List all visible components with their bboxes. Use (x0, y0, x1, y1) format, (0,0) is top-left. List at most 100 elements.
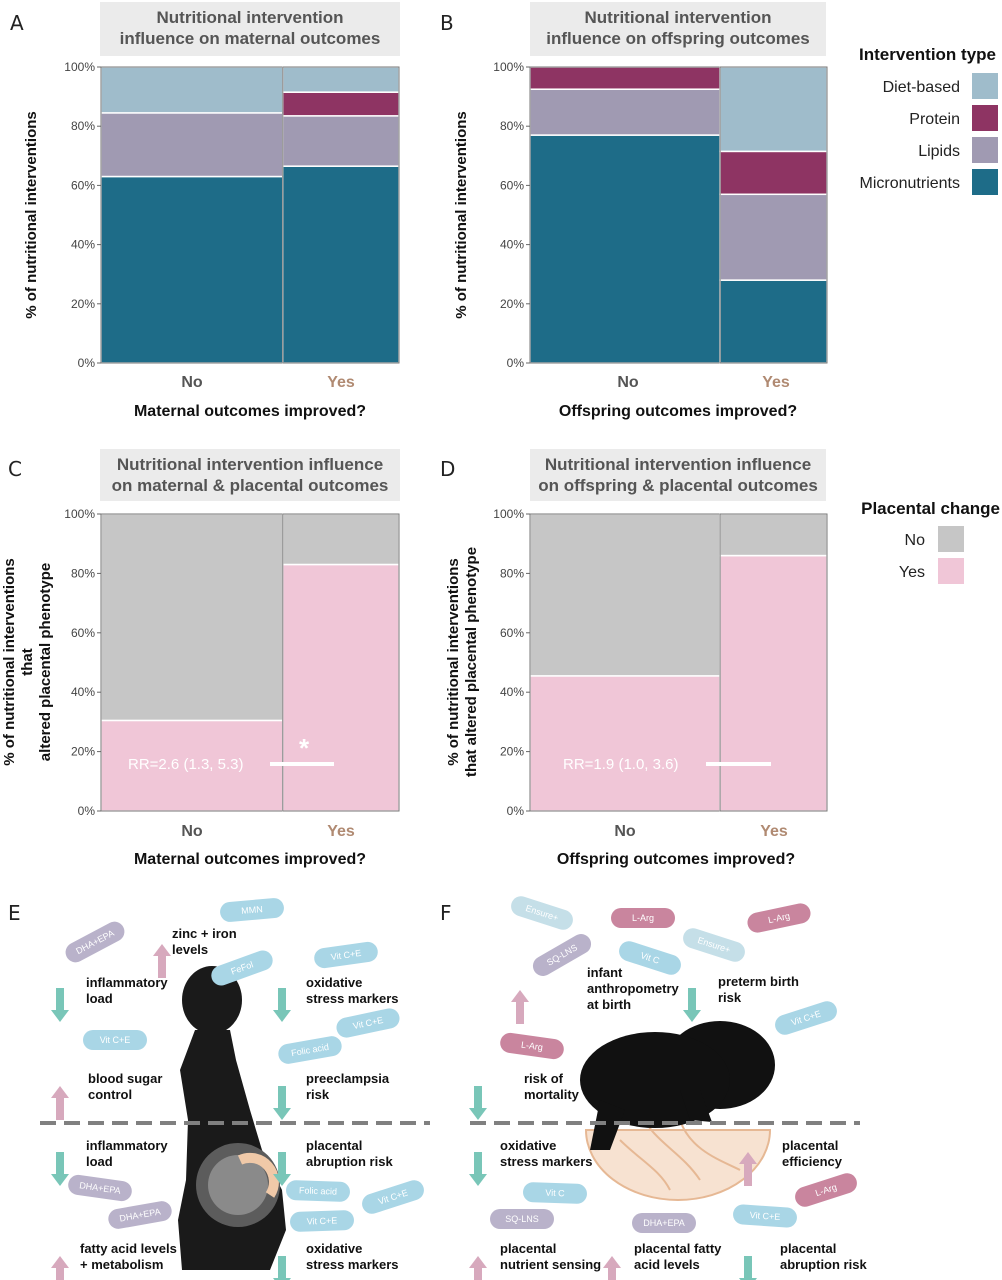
supplement-pill-shape (314, 941, 378, 969)
supplement-pill-shape (611, 908, 675, 928)
effect-label: control (88, 1087, 132, 1102)
panel-b-bar-no-lipids (529, 88, 721, 136)
panel-c-y-tick-label: 100% (64, 507, 95, 521)
arrow-down-icon (273, 988, 291, 1022)
effect-label: stress markers (306, 1257, 399, 1272)
panel-b-category-no: No (617, 374, 639, 391)
panel-a-y-ticks: 0% 20% 40% 60% 80% 100% (64, 60, 101, 370)
supplement-pill: Vit C+E (83, 1030, 147, 1050)
supplement-pill: Vit C+E (733, 1204, 797, 1228)
panel-a-category-yes: Yes (327, 374, 355, 391)
panel-a-title-line-2: influence on maternal outcomes (120, 29, 381, 48)
panel-d-y-tick-label: 80% (500, 566, 524, 580)
panel-b-y-ticks: 0% 20% 40% 60% 80% 100% (493, 60, 530, 370)
panel-c-y-label-line-2: that (19, 648, 36, 676)
effect-label: inflammatory (86, 1138, 168, 1153)
supplement-pill-shape (747, 903, 811, 933)
panel-c-title-box (100, 449, 400, 501)
arrow-down-icon (273, 1086, 291, 1120)
arrow-down-icon (273, 1256, 291, 1280)
arrow-down-icon (51, 1152, 69, 1186)
supplement-pill: Ensure+ (683, 928, 745, 962)
legend-item-label: Protein (909, 111, 960, 128)
panel-a-bar-yes-protein (282, 91, 400, 117)
panel-d-y-axis-label: % of nutritional interventions that alte… (445, 547, 480, 777)
legend-swatch (972, 137, 998, 163)
effect-label: risk of (524, 1071, 564, 1086)
panel-a-bar-yes-diet-based (282, 66, 400, 93)
supplement-pill: Vit C (619, 941, 681, 975)
legend-placental-title: Placental change (861, 499, 1000, 518)
panel-b-y-axis-label: % of nutritional interventions (453, 111, 470, 319)
supplement-pill: MMN (220, 898, 284, 922)
panel-b-bars (529, 66, 828, 364)
effect-label: oxidative (500, 1138, 556, 1153)
panel-a-y-tick-label: 60% (71, 178, 95, 192)
supplement-pill: L-Arg (611, 908, 675, 928)
legend-intervention-type: Intervention type Diet-based Protein Lipid… (859, 45, 998, 195)
supplement-pill: Vit C+E (336, 1008, 400, 1038)
supplement-pill: DHA+EPA (632, 1213, 696, 1233)
supplement-pill-shape (108, 1201, 172, 1229)
panel-b-y-tick-label: 0% (507, 356, 525, 370)
effect-label: acid levels (634, 1257, 700, 1272)
panel-a-bar-yes-lipids (282, 115, 400, 167)
effect-label: placental (780, 1241, 836, 1256)
panel-a-bars (100, 66, 400, 364)
panel-a-bar-no-diet-based (100, 66, 284, 114)
legend-item-label: Lipids (918, 143, 960, 160)
supplement-pill: Vit C+E (362, 1180, 424, 1214)
panel-a-bar-yes-micronutrients (282, 165, 400, 364)
supplement-pill: Folic acid (278, 1036, 342, 1064)
legend-swatch (938, 526, 964, 552)
panel-b-y-tick-label: 80% (500, 119, 524, 133)
panel-b-y-tick-label: 100% (493, 60, 524, 74)
panel-b-bar-yes-micronutrients (719, 279, 828, 364)
legend-swatch (972, 169, 998, 195)
supplement-pill-shape (632, 1213, 696, 1233)
supplement-pill: Folic acid (286, 1180, 350, 1202)
supplement-pill-shape (286, 1180, 350, 1202)
legend-intervention-title: Intervention type (859, 45, 996, 64)
panel-d-bar-outline-yes (719, 513, 828, 812)
supplement-pill-shape (68, 1174, 132, 1202)
effect-label: oxidative (306, 1241, 362, 1256)
panel-b-bar-outline-yes (719, 66, 828, 364)
panel-letter-e: E (8, 901, 21, 925)
panel-a-title-box (100, 2, 400, 56)
panel-d-category-no: No (614, 823, 636, 840)
supplement-pill-label: Vit C+E (330, 948, 362, 962)
panel-b-title-box (530, 2, 826, 56)
effect-label: placental (306, 1138, 362, 1153)
panel-c-y-label-line-1: % of nutritional interventions (1, 558, 18, 766)
panel-a-bar-no-micronutrients (100, 175, 284, 364)
panel-a: A Nutritional intervention influence on … (10, 2, 400, 420)
panel-c-significance-star: * (299, 733, 310, 763)
effect-label: preeclampsia (306, 1071, 390, 1086)
panel-d-bar-no-yes (529, 675, 721, 812)
supplement-pill: Vit C+E (775, 1001, 837, 1035)
arrow-down-icon (739, 1256, 757, 1280)
fetus-silhouette (580, 1021, 775, 1150)
supplement-pill: SQ-LNS (490, 1209, 554, 1229)
panel-d-y-label-line-2: that altered placental phenotype (463, 547, 480, 777)
arrow-down-icon (683, 988, 701, 1022)
panel-letter-f: F (440, 901, 452, 925)
supplement-pill: Vit C (523, 1182, 587, 1204)
supplement-pill-label: Folic acid (299, 1185, 337, 1196)
effect-label: mortality (524, 1087, 580, 1102)
panel-d-bar-yes-no (719, 513, 828, 557)
panel-d: D Nutritional intervention influence on … (440, 449, 828, 868)
arrow-up-icon (51, 1256, 69, 1280)
supplement-pill-shape (511, 896, 573, 930)
effect-label: risk (306, 1087, 330, 1102)
arrow-down-icon (469, 1152, 487, 1186)
panel-d-y-tick-label: 100% (493, 507, 524, 521)
effect-label: placental (500, 1241, 556, 1256)
panel-d-x-axis-label: Offspring outcomes improved? (557, 851, 795, 868)
supplement-pill-shape (278, 1036, 342, 1064)
effect-label: fatty acid levels (80, 1241, 177, 1256)
